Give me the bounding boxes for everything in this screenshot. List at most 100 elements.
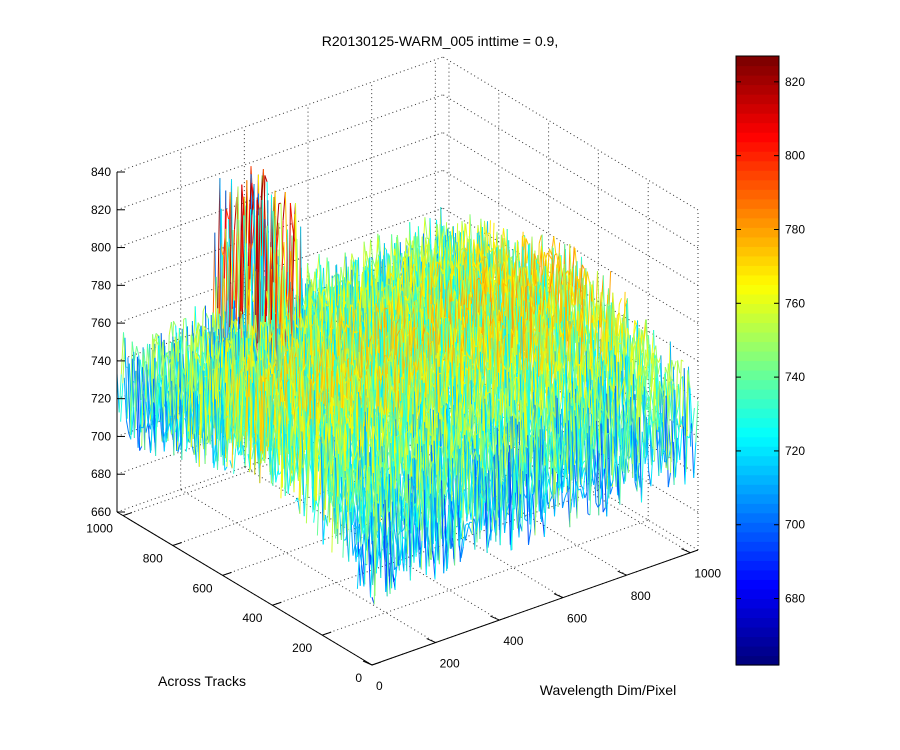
surface-segment xyxy=(436,224,440,250)
surface-segment xyxy=(312,271,316,307)
grid-line xyxy=(442,94,699,249)
surface-segment xyxy=(156,383,160,405)
grid-line xyxy=(116,132,444,249)
surface-segment xyxy=(155,361,159,380)
surface-segment xyxy=(249,182,253,206)
surface-segment xyxy=(126,363,130,419)
surface-segment xyxy=(256,199,260,210)
surface-segment xyxy=(152,402,157,456)
surface-segment xyxy=(139,359,143,382)
surface-segment xyxy=(153,338,157,342)
surface-segment xyxy=(310,279,314,292)
surface-segment xyxy=(239,184,243,330)
surface-segment xyxy=(139,446,143,451)
surface-segment xyxy=(123,377,127,422)
surface-segment xyxy=(342,252,346,284)
surface-segment xyxy=(149,404,153,421)
surface-segment xyxy=(237,186,241,300)
surface-segment xyxy=(538,235,542,244)
surface-segment xyxy=(412,240,416,269)
surface-segment xyxy=(203,325,207,331)
surface-segment xyxy=(374,261,378,269)
surface-segment xyxy=(133,370,137,408)
surface-segment xyxy=(220,254,225,339)
grid-line xyxy=(322,519,649,636)
surface-segment xyxy=(131,358,135,438)
grid-line xyxy=(442,56,699,211)
surface-segment xyxy=(372,259,376,267)
surface-segment xyxy=(350,259,354,276)
surface-segment xyxy=(147,425,151,453)
surface-segment xyxy=(142,367,146,451)
surface-segment xyxy=(225,209,230,220)
surface-segment xyxy=(174,343,178,362)
surface-segment xyxy=(469,214,473,256)
surface-segment xyxy=(434,239,438,254)
surface-segment xyxy=(150,418,154,453)
surface-segment xyxy=(252,271,257,336)
surface-segment xyxy=(138,427,142,430)
surface-segment xyxy=(141,349,145,447)
surface-segment xyxy=(375,259,379,285)
surface-segment xyxy=(149,343,153,418)
surface-segment xyxy=(120,383,124,422)
surface-segment xyxy=(228,179,232,357)
surface-segment xyxy=(405,237,409,246)
grid-line xyxy=(442,169,699,324)
surface-segment xyxy=(155,340,159,346)
grid-line xyxy=(442,132,699,286)
surface-segment xyxy=(165,355,169,357)
surface-segment xyxy=(126,420,130,433)
surface-segment xyxy=(145,401,149,427)
surface-segment xyxy=(175,351,179,398)
surface-segment xyxy=(195,365,199,382)
surface-segment xyxy=(213,313,217,332)
surface-segment xyxy=(171,353,175,435)
grid-line xyxy=(435,399,691,554)
surface-segment xyxy=(147,343,151,382)
surface-segment xyxy=(133,346,138,361)
surface-segment xyxy=(130,381,134,440)
surface-segment xyxy=(136,346,140,356)
surface-segment xyxy=(205,313,209,319)
surface-segment xyxy=(553,236,557,255)
surface-segment xyxy=(139,394,143,425)
surface-segment xyxy=(340,266,344,283)
surface-segment xyxy=(376,235,380,254)
surface-segment xyxy=(385,259,389,285)
surface-segment xyxy=(355,257,359,297)
surface-segment xyxy=(120,332,124,375)
surface-segment xyxy=(195,322,199,334)
surface-segment xyxy=(149,334,154,420)
grid-line xyxy=(180,489,436,643)
surface-segment xyxy=(394,248,398,261)
surface-segment xyxy=(365,251,369,264)
surface-segment xyxy=(136,356,141,451)
surface-segment xyxy=(374,253,378,267)
surface-segment xyxy=(224,241,228,364)
surface-segment xyxy=(244,197,248,309)
surface-segment xyxy=(231,229,235,309)
surface-segment xyxy=(127,357,131,435)
surface-segment xyxy=(241,184,245,216)
surface-segment xyxy=(302,296,306,305)
surface-segment xyxy=(158,335,162,377)
grid-line xyxy=(116,169,444,286)
surface-segment xyxy=(351,253,355,263)
surface-segment xyxy=(154,335,158,358)
surface-segment xyxy=(370,239,374,260)
surface-segment xyxy=(163,419,167,452)
surface-segment xyxy=(363,251,367,273)
surface-segment xyxy=(169,358,173,365)
surface-segment xyxy=(160,339,164,377)
surface-segment xyxy=(118,374,122,413)
surface-segment xyxy=(231,320,235,323)
surface-segment xyxy=(217,178,221,309)
surface-segment xyxy=(180,336,184,355)
surface-segment xyxy=(134,356,138,429)
surface-segment xyxy=(236,197,240,317)
surface-segment xyxy=(249,214,253,280)
surface-segment xyxy=(246,180,250,251)
surface-segment xyxy=(241,196,245,231)
